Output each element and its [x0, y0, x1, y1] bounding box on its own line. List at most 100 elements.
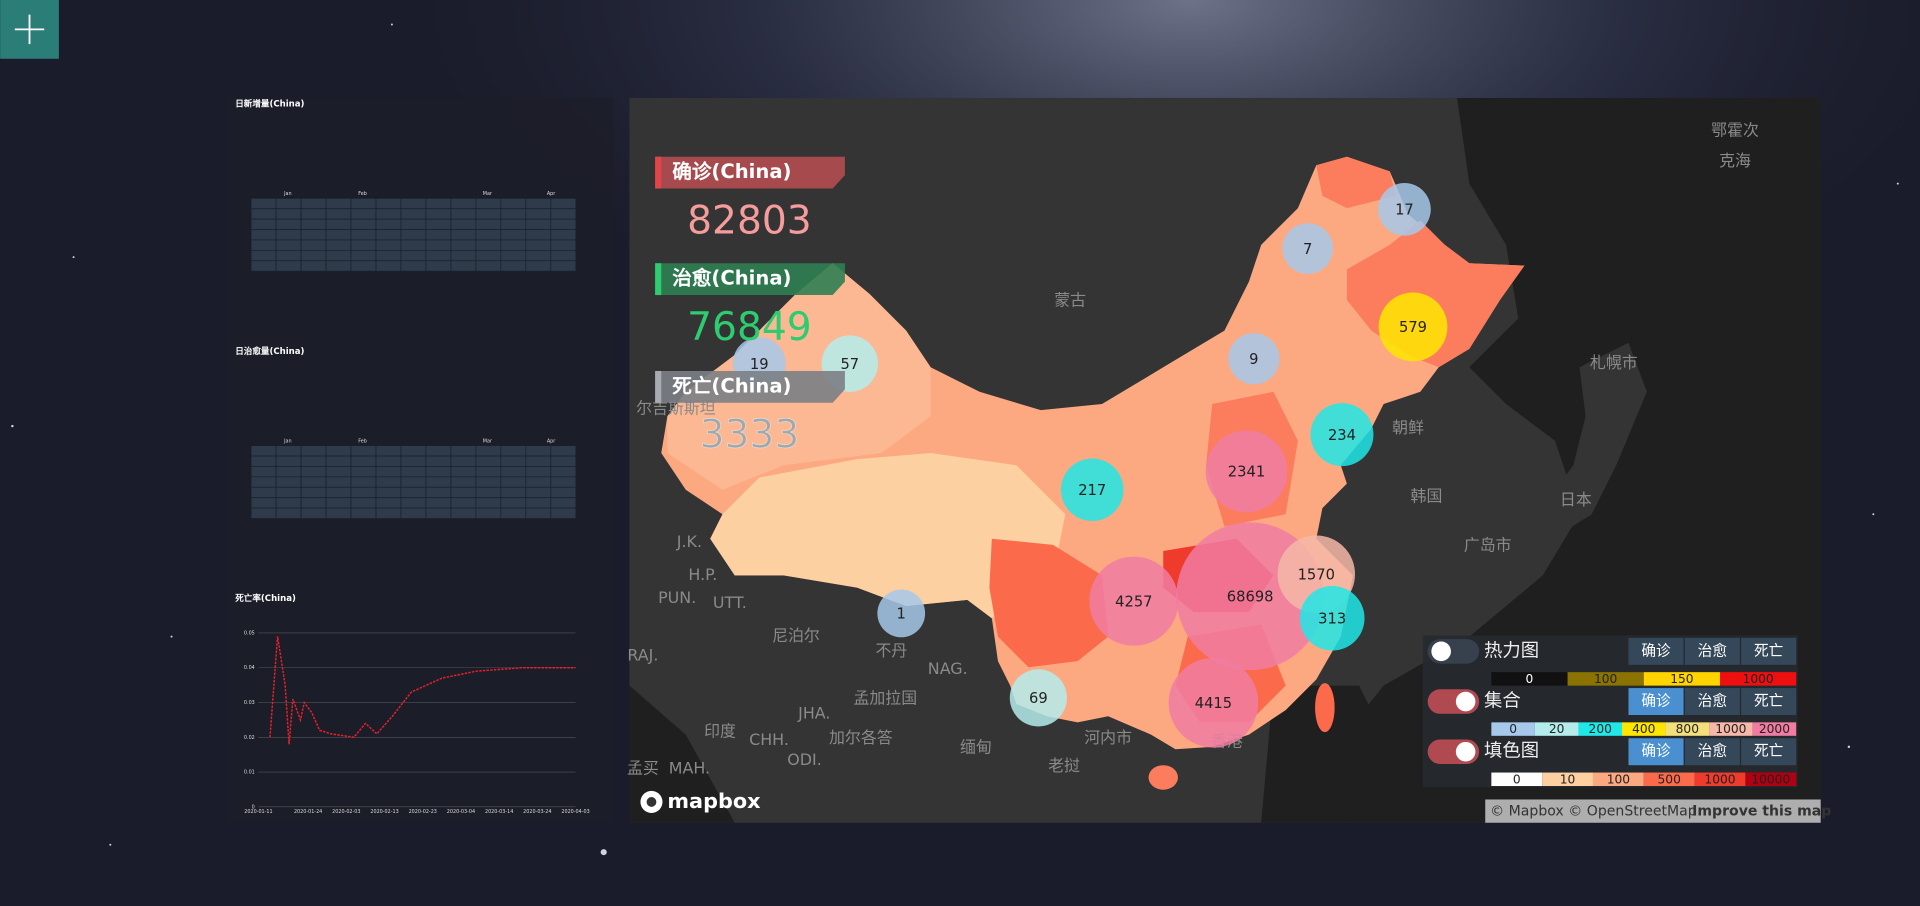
improve-link[interactable]: Improve this map [1692, 804, 1831, 820]
month-label: Mar [483, 438, 492, 444]
calendar-cell [475, 260, 502, 272]
calendar-cell [550, 466, 577, 478]
layer-name: 热力图 [1484, 640, 1539, 661]
month-label: Feb [358, 191, 367, 197]
calendar-cell [500, 507, 527, 519]
calendar-cell [350, 486, 377, 499]
legend-stop-label: 400 [1632, 722, 1655, 736]
toggle-knob[interactable] [1431, 641, 1451, 662]
y-tick-label: 0.03 [244, 700, 255, 706]
region-hainan [1148, 765, 1178, 790]
legend-stop-label: 1000 [1715, 722, 1746, 736]
legend-stop-label: 150 [1670, 672, 1693, 686]
legend-stop [1694, 772, 1746, 787]
left-charts: 日新增量(China) Jan Feb Mar Apr 日治愈量(China) Jan Feb… [234, 98, 590, 816]
calendar-cell [275, 486, 302, 499]
cluster-label: 579 [1399, 319, 1427, 336]
x-tick-label: 2020-01-24 [294, 809, 322, 815]
calendar-cell [325, 197, 352, 210]
calendar-cell [425, 476, 452, 488]
legend-stop [1592, 772, 1644, 787]
stat-tag [655, 156, 845, 189]
calendar-cell [250, 229, 277, 241]
y-tick-label: 0 [252, 804, 255, 810]
calendar-cell [550, 497, 577, 509]
calendar-cell [475, 218, 502, 230]
calendar-cell [475, 455, 502, 467]
layer-button[interactable] [1628, 738, 1684, 766]
toggle-knob[interactable] [1455, 741, 1476, 762]
calendar-cell [550, 507, 577, 519]
calendar-cell [425, 466, 452, 478]
cluster-label: 2341 [1228, 464, 1265, 481]
x-tick-label: 2020-03-04 [447, 809, 475, 815]
stat-value: 76849 [687, 305, 812, 350]
calendar-cell [475, 466, 502, 478]
add-button[interactable] [0, 0, 59, 59]
place-label: 不丹 [876, 641, 908, 660]
layer-button[interactable] [1684, 738, 1740, 766]
layer-button[interactable] [1628, 688, 1684, 716]
calendar-cell [450, 445, 477, 457]
layer-button-label[interactable]: 确诊 [1641, 743, 1671, 760]
month-label: Apr [547, 438, 555, 444]
layer-button-label[interactable]: 治愈 [1698, 693, 1728, 710]
calendar-cell [350, 208, 377, 220]
calendar-cell [300, 260, 327, 272]
calendar-cell [300, 208, 327, 220]
calendar-cell [525, 486, 552, 499]
calendar-cell [500, 455, 527, 467]
layer-button-label[interactable]: 治愈 [1698, 743, 1728, 760]
month-label: Mar [483, 191, 492, 197]
layer-button-label[interactable]: 死亡 [1754, 743, 1783, 760]
calendar-cell [250, 239, 277, 251]
calendar-cell [425, 260, 452, 272]
stars [11, 23, 1899, 856]
region-taiwan [1315, 683, 1335, 733]
layer-button[interactable] [1741, 738, 1797, 766]
layer-button[interactable] [1741, 637, 1797, 665]
calendar-cell [325, 208, 352, 220]
stat-tag [655, 370, 845, 403]
calendar-cell [275, 507, 302, 519]
calendar-cell [275, 208, 302, 220]
legend-stop [1542, 772, 1593, 787]
y-tick-label: 0.02 [244, 735, 255, 741]
calendar-cell [500, 466, 527, 478]
calendar-cell [475, 208, 502, 220]
place-label: 韩国 [1411, 487, 1443, 506]
layer-button-label[interactable]: 死亡 [1754, 642, 1783, 659]
calendar-cell [450, 239, 477, 251]
calendar-cell [350, 260, 377, 272]
place-label: CHH. [749, 730, 789, 749]
calendar-cell [525, 250, 552, 262]
layer-button-label[interactable]: 死亡 [1754, 693, 1783, 710]
x-tick-label: 2020-02-03 [332, 809, 360, 815]
cluster-bubble [1009, 669, 1067, 727]
calendar-cell [350, 197, 377, 210]
layer-button-label[interactable]: 治愈 [1698, 642, 1728, 659]
legend-stop-label: 100 [1594, 672, 1617, 686]
calendar-cell [300, 497, 327, 509]
cluster-bubble [1378, 292, 1448, 362]
calendar-cell [250, 466, 277, 478]
calendar-cell [325, 239, 352, 251]
layer-button[interactable] [1741, 688, 1797, 716]
place-label: 加尔各答 [829, 728, 893, 747]
calendar-cell [475, 229, 502, 241]
attribution[interactable]: © Mapbox © OpenStreetMap [1490, 804, 1697, 820]
calendar-cell [500, 229, 527, 241]
calendar-cell [525, 260, 552, 272]
toggle-knob[interactable] [1455, 691, 1476, 712]
layer-button[interactable] [1684, 688, 1740, 716]
calendar-cell [250, 455, 277, 467]
layer-button[interactable] [1628, 637, 1684, 665]
calendar-cell [325, 466, 352, 478]
calendar-cell [300, 250, 327, 262]
layer-button-label[interactable]: 确诊 [1641, 693, 1671, 710]
place-label: JHA. [797, 703, 830, 722]
legend-stop [1665, 722, 1710, 736]
layer-button[interactable] [1684, 637, 1740, 665]
layer-button-label[interactable]: 确诊 [1641, 642, 1671, 659]
calendar-cell [400, 239, 427, 251]
